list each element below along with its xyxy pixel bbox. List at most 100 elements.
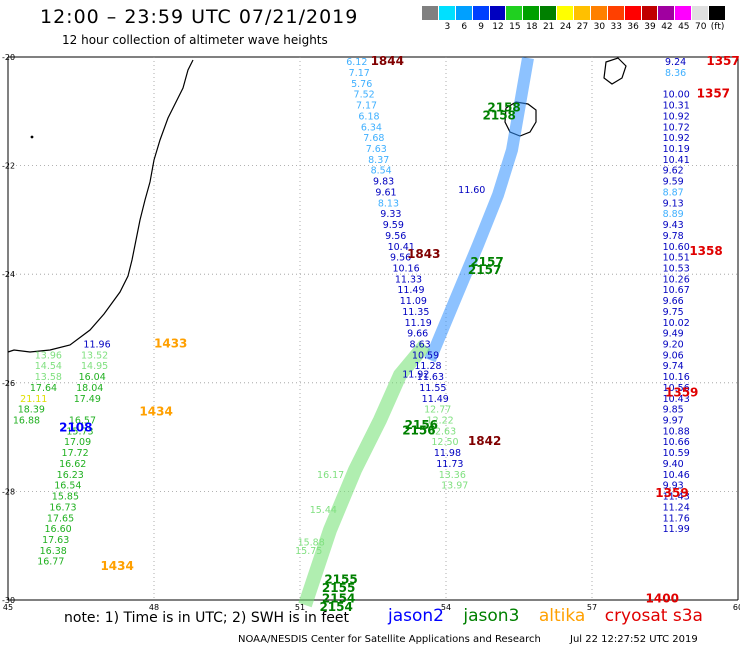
wave-height-label: 13.96 xyxy=(35,350,62,361)
color-swatch xyxy=(607,6,625,20)
latitude-tick-label: -20 xyxy=(2,53,15,62)
color-scale-tick: 42 xyxy=(661,22,673,32)
wave-height-label: 10.72 xyxy=(663,122,690,133)
color-scale-tick: 6 xyxy=(461,22,468,32)
wave-height-label: 8.36 xyxy=(665,68,686,79)
wave-height-label: 9.66 xyxy=(407,329,428,340)
wave-height-label: 11.99 xyxy=(663,524,690,535)
color-scale-tick: 24 xyxy=(559,22,572,32)
wave-height-label: 15.44 xyxy=(310,505,337,516)
wave-height-label: 10.43 xyxy=(663,394,690,405)
map-grid xyxy=(7,56,739,601)
wave-height-label: 11.28 xyxy=(414,361,441,372)
wave-height-label: 6.12 xyxy=(346,57,367,68)
wave-height-labels: 6.127.175.767.527.176.186.347.687.638.37… xyxy=(13,54,740,614)
color-scale-tick: 27 xyxy=(576,22,589,32)
wave-height-label: 9.61 xyxy=(375,187,396,198)
wave-height-label: 17.72 xyxy=(62,448,89,459)
latitude-tick-label: -26 xyxy=(2,379,15,388)
color-scale-tick: 18 xyxy=(526,22,538,32)
wave-height-label: 9.78 xyxy=(663,231,684,242)
pass-time-label: 1400 xyxy=(646,592,679,606)
mauritius-island xyxy=(603,57,627,85)
wave-height-label: 16.77 xyxy=(37,557,64,568)
wave-height-label: 13.52 xyxy=(81,350,108,361)
wave-height-label: 5.76 xyxy=(351,79,372,90)
page-title: 12:00 – 23:59 UTC 07/21/2019 xyxy=(40,6,359,28)
pass-time-label: 2155 xyxy=(324,573,357,587)
wave-height-label: 15.88 xyxy=(298,538,325,549)
wave-height-label: 16.57 xyxy=(69,416,96,427)
wave-height-label: 11.49 xyxy=(422,394,449,405)
color-scale-tick: 39 xyxy=(644,22,656,32)
color-scale-swatches xyxy=(422,6,727,20)
color-swatch xyxy=(422,6,439,20)
color-swatch xyxy=(540,6,558,20)
wave-height-label: 11.19 xyxy=(405,318,432,329)
legend-jason2: jason2 xyxy=(388,606,444,626)
wave-height-label: 9.56 xyxy=(390,253,411,264)
wave-height-label: 11.24 xyxy=(663,502,690,513)
wave-height-label: 13.97 xyxy=(441,481,468,492)
wave-height-label: 10.67 xyxy=(663,285,690,296)
wave-height-label: 10.00 xyxy=(663,90,690,101)
wave-height-label: 15.85 xyxy=(52,492,79,503)
madagascar-coastline xyxy=(7,59,194,353)
color-swatch xyxy=(523,6,541,20)
wave-height-label: 9.20 xyxy=(663,340,684,351)
wave-height-label: 16.23 xyxy=(57,470,84,481)
wave-height-label: 16.73 xyxy=(49,502,76,513)
wave-height-label: 6.34 xyxy=(361,122,382,133)
legend-cryosat-s3a: cryosat s3a xyxy=(604,606,703,626)
generated-timestamp: Jul 22 12:27:52 UTC 2019 xyxy=(570,634,698,645)
wave-height-label: 11.98 xyxy=(434,448,461,459)
wave-height-label: 17.65 xyxy=(47,513,74,524)
wave-height-label: 9.85 xyxy=(663,405,684,416)
wave-height-label: 17.49 xyxy=(74,394,101,405)
axis-labels: 45 48 51 54 57 60 -20 -22 -24 -26 -28 -30 xyxy=(2,53,740,612)
pass-time-label: 1357 xyxy=(697,87,730,101)
wave-height-label: 9.59 xyxy=(663,177,684,188)
wave-height-label: 12.22 xyxy=(427,416,454,427)
wave-height-label: 14.95 xyxy=(81,361,108,372)
pass-time-label: 2155 xyxy=(322,581,355,595)
wave-height-label: 11.63 xyxy=(417,372,444,383)
wave-height-label: 16.62 xyxy=(59,459,86,470)
wave-height-label: 16.04 xyxy=(79,372,106,383)
longitude-tick-label: 60 xyxy=(733,603,740,612)
wave-height-label: 9.74 xyxy=(663,361,684,372)
color-scale-legend: 3 6 9 12 15 18 21 24 27 30 33 36 39 42 45 70 (ft) xyxy=(422,6,727,36)
wave-height-label: 10.02 xyxy=(663,318,690,329)
wave-height-label: 11.43 xyxy=(663,492,690,503)
longitude-tick-label: 51 xyxy=(295,603,305,612)
wave-height-label: 9.93 xyxy=(663,481,684,492)
color-swatch xyxy=(489,6,507,20)
longitude-tick-label: 54 xyxy=(441,603,451,612)
wave-height-label: 8.89 xyxy=(663,209,684,220)
color-scale-tick: 45 xyxy=(678,22,690,32)
wave-height-label: 7.17 xyxy=(356,101,377,112)
wave-height-label: 11.49 xyxy=(397,285,424,296)
wave-height-label: 10.59 xyxy=(663,448,690,459)
color-scale-tick: 36 xyxy=(627,22,639,32)
wave-height-label: 8.87 xyxy=(663,187,684,198)
wave-height-label: 9.62 xyxy=(663,166,684,177)
pass-time-label: 2154 xyxy=(322,592,355,606)
wave-height-label: 11.35 xyxy=(402,307,429,318)
pass-time-label: 2154 xyxy=(319,600,352,614)
wave-height-label: 11.73 xyxy=(436,459,463,470)
pass-time-label: 2156 xyxy=(405,418,438,432)
pass-time-label: 1842 xyxy=(468,434,501,448)
wave-height-label: 13.36 xyxy=(439,470,466,481)
pass-time-label: 1433 xyxy=(154,337,187,351)
wave-height-label: 11.09 xyxy=(400,296,427,307)
wave-height-label: 9.24 xyxy=(665,57,686,68)
pass-time-label: 1359 xyxy=(655,486,688,500)
wave-height-label: 11.60 xyxy=(458,185,485,196)
wave-height-label: 10.60 xyxy=(663,242,690,253)
wave-height-label: 15.73 xyxy=(66,426,93,437)
wave-height-label: 10.16 xyxy=(663,372,690,383)
wave-height-label: 16.60 xyxy=(45,524,72,535)
wave-height-label: 10.88 xyxy=(663,426,690,437)
